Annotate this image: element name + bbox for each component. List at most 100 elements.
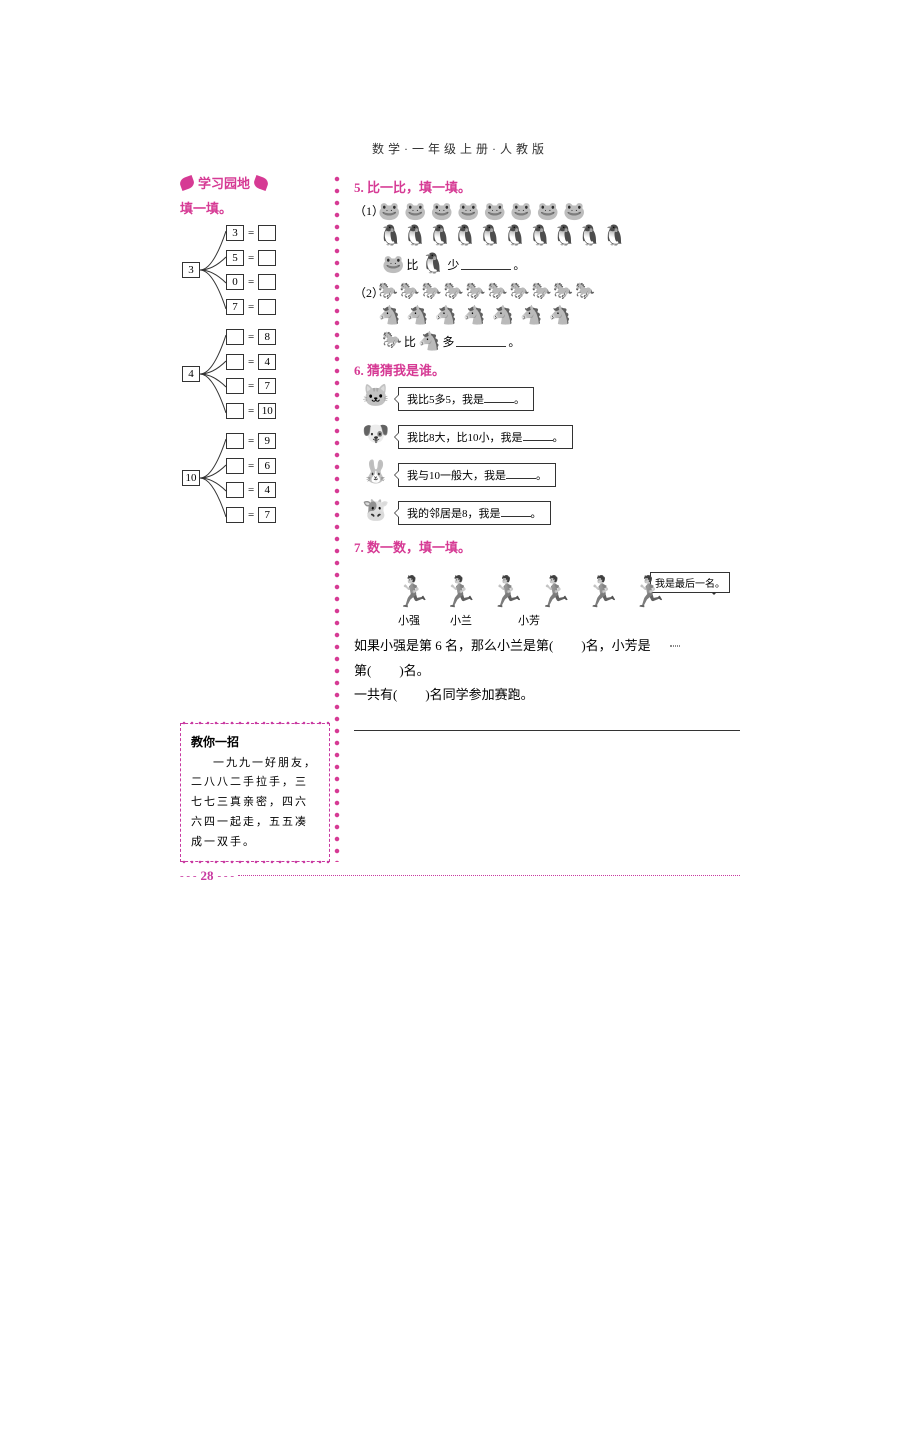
sidebar-badge-title: 学习园地: [198, 173, 250, 192]
q5-sub1-label: （1）: [354, 202, 378, 219]
speech-bubble: 我比8大，比10小，我是。: [398, 425, 573, 449]
runner-icon: 🏃: [631, 578, 668, 608]
horse-big-icon: 🐴: [463, 306, 485, 324]
runner-icon: 🏃: [536, 578, 573, 608]
guess-row: 🐰 我与10一般大，我是。: [362, 461, 740, 489]
speech-bubble: 我比5多5，我是。: [398, 387, 534, 411]
horse-small-icon: 🐎: [553, 284, 573, 300]
tip-title: 教你一招: [191, 732, 319, 754]
runner-icon: 🏃: [489, 578, 526, 608]
operand-box[interactable]: [226, 329, 244, 345]
q7-title: 7. 数一数，填一填。: [354, 537, 740, 556]
result-box[interactable]: 7: [258, 507, 276, 523]
penguin-icon: 🐧: [420, 254, 445, 274]
operand-box[interactable]: 0: [226, 274, 244, 290]
operand-box[interactable]: [226, 458, 244, 474]
runner-name: 小强: [398, 612, 420, 628]
blank[interactable]: [506, 469, 536, 479]
equation-row: =6: [226, 458, 276, 474]
frog-icon: 🐸: [563, 202, 585, 220]
penguin-icon: 🐧: [428, 226, 453, 246]
operand-box[interactable]: [226, 433, 244, 449]
horse-big-icon: 🐴: [492, 306, 514, 324]
operand-box[interactable]: 5: [226, 250, 244, 266]
horse-small-icon: 🐎: [488, 284, 508, 300]
animal-avatar-icon: 🐶: [362, 423, 390, 451]
blank[interactable]: [501, 507, 531, 517]
frog-icon: 🐸: [537, 202, 559, 220]
equation-row: 7=: [226, 299, 276, 315]
operand-box[interactable]: [226, 507, 244, 523]
result-box[interactable]: 4: [258, 354, 276, 370]
page-footer: - - - 28 - - -: [180, 868, 740, 884]
penguin-icon: 🐧: [602, 226, 627, 246]
operand-box[interactable]: [226, 378, 244, 394]
operand-box[interactable]: 3: [226, 225, 244, 241]
guess-row: 🐱 我比5多5，我是。: [362, 385, 740, 413]
runner-name: 小兰: [450, 612, 472, 628]
equation-row: =9: [226, 433, 276, 449]
page-number: 28: [201, 868, 214, 884]
horse-big-icon: 🐴: [435, 306, 457, 324]
horse-small-icon: 🐎: [466, 284, 486, 300]
horse-small-icon: 🐎: [531, 284, 551, 300]
equation-row: 5=: [226, 250, 276, 266]
equation-row: =4: [226, 354, 276, 370]
runner-name: 小芳: [518, 612, 540, 628]
tree-root-box: 4: [182, 366, 200, 382]
penguin-icon: 🐧: [527, 226, 552, 246]
frog-icon: 🐸: [382, 255, 404, 273]
equation-tree: 10=9=6=4=7: [182, 433, 330, 523]
penguin-icon: 🐧: [552, 226, 577, 246]
page-header: 数学·一年级上册·人教版: [180, 140, 740, 157]
guess-row: 🐶 我比8大，比10小，我是。: [362, 423, 740, 451]
result-box[interactable]: 6: [258, 458, 276, 474]
blank[interactable]: [523, 431, 553, 441]
horse-small-icon: 🐎: [575, 284, 595, 300]
race-illustration: 我是最后一名。 🏃🏃🏃🏃🏃🏃 小强 小兰 小芳: [394, 578, 740, 628]
result-box[interactable]: 8: [258, 329, 276, 345]
horse-icon: 🐴: [418, 332, 440, 350]
horse-icon: 🐎: [382, 333, 402, 349]
horse-small-icon: 🐎: [422, 284, 442, 300]
result-box[interactable]: [258, 250, 276, 266]
penguin-icon: 🐧: [577, 226, 602, 246]
result-box[interactable]: [258, 274, 276, 290]
runner-icon: 🏃: [583, 578, 620, 608]
result-box[interactable]: 9: [258, 433, 276, 449]
equation-row: =7: [226, 507, 276, 523]
result-box[interactable]: [258, 299, 276, 315]
equation-tree: 4=8=4=7=10: [182, 329, 330, 419]
result-box[interactable]: 10: [258, 403, 276, 419]
frog-icon: 🐸: [510, 202, 532, 220]
operand-box[interactable]: [226, 482, 244, 498]
equation-row: =7: [226, 378, 276, 394]
bottom-rule: [354, 730, 740, 731]
horse-small-icon: 🐎: [400, 284, 420, 300]
penguin-icon: 🐧: [453, 226, 478, 246]
horse-big-icon: 🐴: [406, 306, 428, 324]
penguin-icon: 🐧: [378, 226, 403, 246]
main-content: 5. 比一比，填一填。 （1） 🐸🐸🐸🐸🐸🐸🐸🐸 🐧🐧🐧🐧🐧🐧🐧🐧🐧🐧 🐸 比 …: [344, 173, 740, 862]
result-box[interactable]: [258, 225, 276, 241]
sidebar-subtitle: 填一填。: [180, 198, 330, 217]
q5-sub2-label: （2）: [354, 284, 378, 301]
operand-box[interactable]: 7: [226, 299, 244, 315]
blank[interactable]: [484, 393, 514, 403]
equation-row: 0=: [226, 274, 276, 290]
equation-row: =8: [226, 329, 276, 345]
operand-box[interactable]: [226, 403, 244, 419]
blank[interactable]: [461, 258, 511, 270]
penguin-icon: 🐧: [403, 226, 428, 246]
result-box[interactable]: 7: [258, 378, 276, 394]
vertical-divider: [330, 173, 344, 862]
horse-small-icon: 🐎: [510, 284, 530, 300]
animal-avatar-icon: 🐮: [362, 499, 390, 527]
result-box[interactable]: 4: [258, 482, 276, 498]
operand-box[interactable]: [226, 354, 244, 370]
tip-body: 一九九一好朋友，二八八二手拉手，三七七三真亲密，四六六四一起走，五五凑成一双手。: [191, 754, 319, 853]
runner-icon: 🏃: [394, 578, 431, 608]
blank[interactable]: [456, 335, 506, 347]
animal-avatar-icon: 🐱: [362, 385, 390, 413]
q7-question-text: 如果小强是第 6 名，那么小兰是第()名，小芳是 第()名。 一共有()名同学参…: [354, 634, 740, 708]
